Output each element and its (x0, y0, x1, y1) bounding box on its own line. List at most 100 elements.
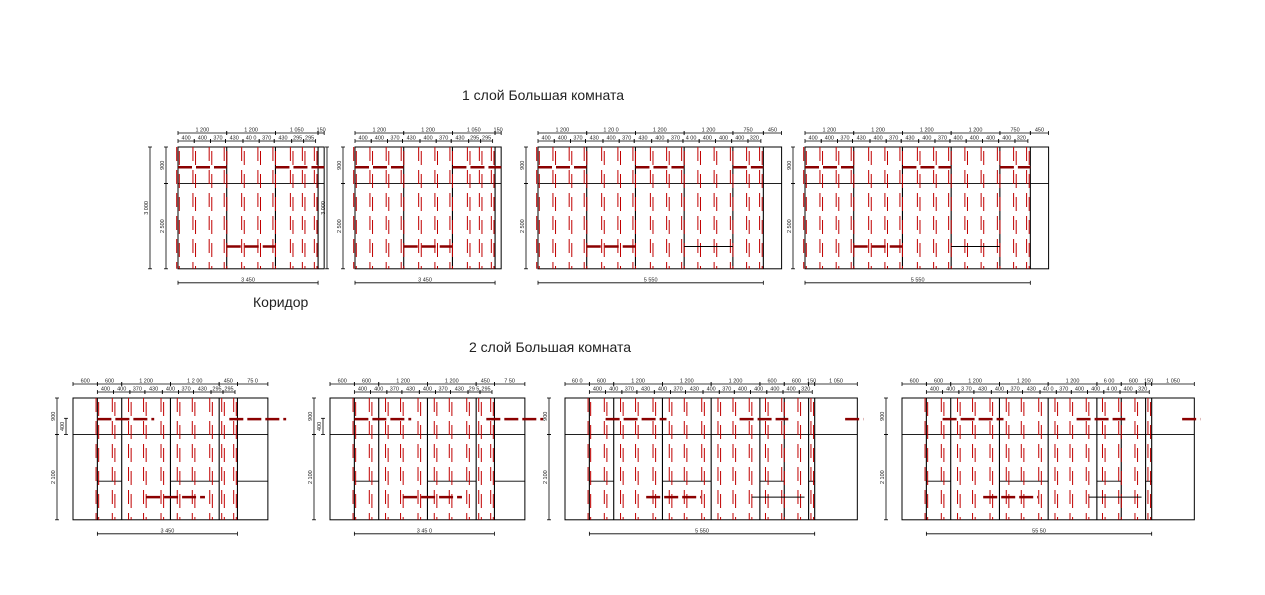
top-dimension-label: 1 050 (290, 128, 304, 134)
top-dimension-label: 450 (1035, 128, 1044, 134)
stud-spacing-dimension-label: 400 (1124, 387, 1133, 393)
stud-spacing-dimension-label: 370 (625, 387, 634, 393)
top-dimension-label: 600 (362, 379, 371, 385)
stud-spacing-dimension-label: 4 00 (686, 136, 697, 142)
panel-outline (804, 146, 1050, 270)
stud-spacing-dimension-label: 400 (1002, 136, 1011, 142)
stud-spacing-dimension-label: 430 (455, 387, 464, 393)
top-dimension-label: 1 200 (244, 128, 258, 134)
top-dimension-label: 450 (768, 128, 777, 134)
height-dimension-label: 900 (787, 161, 793, 170)
top-dimension-label: 1 200 (729, 379, 743, 385)
top-dimension-label: 1 200 (421, 128, 435, 134)
layer1-title: 1 слой Большая комната (462, 87, 625, 103)
height-dimension-label: 900 (543, 412, 549, 421)
top-dimension-label: 1 050 (467, 128, 481, 134)
top-dimension-label: 1 200 (969, 128, 983, 134)
stud-spacing-dimension-label: 370 (390, 136, 399, 142)
height-dimension-label: 2 100 (51, 470, 57, 484)
stud-spacing-dimension-label: 400 (655, 136, 664, 142)
stud-spacing-dimension-label: 400 (754, 387, 763, 393)
stud-spacing-dimension-label: 370 (390, 387, 399, 393)
top-dimension-label: 1 200 (920, 128, 934, 134)
stud-spacing-dimension-label: 400 (658, 387, 667, 393)
stud-spacing-dimension-label: 370 (213, 136, 222, 142)
top-dimension-label: 150 (1144, 379, 1153, 385)
stud-spacing-dimension-label: 400 (593, 387, 602, 393)
top-dimension-label: 1 200 (968, 379, 982, 385)
stud-spacing-dimension-label: 370 (840, 136, 849, 142)
stud-spacing-dimension-label: 430 (978, 387, 987, 393)
corridor-label: Коридор (253, 294, 309, 310)
stud-spacing-dimension-label: 430 (590, 136, 599, 142)
top-dimension-label: 1 200 (139, 379, 153, 385)
top-dimension-label: 1 200 (1017, 379, 1031, 385)
width-dimension-label: 3 450 (241, 277, 255, 283)
stud-spacing-dimension-label: 400 (986, 136, 995, 142)
top-dimension-label: 750 (1011, 128, 1020, 134)
top-dimension-label: 150 (317, 128, 326, 134)
top-dimension-label: 7 50 (504, 379, 515, 385)
stud-spacing-dimension-label: 430 (641, 387, 650, 393)
top-dimension-label: 450 (224, 379, 233, 385)
stud-spacing-dimension-label: 370 (438, 387, 447, 393)
stud-spacing-dimension-label: 370 (673, 387, 682, 393)
height-dimension-label: 900 (51, 412, 57, 421)
stud-spacing-dimension-label: 370 (439, 136, 448, 142)
top-dimension-label: 150 (494, 128, 503, 134)
stud-spacing-dimension-label: 3 70 (961, 387, 972, 393)
top-dimension-label: 1 200 (396, 379, 410, 385)
stud-spacing-dimension-label: 400 (198, 136, 207, 142)
top-dimension-label: 6 00 (1104, 379, 1115, 385)
stud-spacing-dimension-label: 320 (750, 136, 759, 142)
stud-spacing-dimension-label: 320 (1138, 387, 1147, 393)
inner-height-dimension-label: 400 (317, 422, 323, 431)
stud-spacing-dimension-label: 400 (117, 387, 126, 393)
top-dimension-label: 450 (481, 379, 490, 385)
top-dimension-label: 1 200 (445, 379, 459, 385)
stud-spacing-dimension-label: 430 (905, 136, 914, 142)
stud-spacing-dimension-label: 400 (953, 136, 962, 142)
top-dimension-label: 600 (934, 379, 943, 385)
stud-spacing-dimension-label: 400 (735, 136, 744, 142)
stud-spacing-dimension-label: 400 (930, 387, 939, 393)
total-height-dimension-label: 3 000 (321, 201, 327, 215)
top-dimension-label: 1 200 (372, 128, 386, 134)
width-dimension-label: 3 45 0 (417, 528, 432, 534)
stud-spacing-dimension-label: 430 (406, 387, 415, 393)
width-dimension-label: 3 450 (418, 277, 432, 283)
stud-spacing-dimension-label: 430 (230, 136, 239, 142)
height-dimension-label: 900 (160, 161, 166, 170)
stud-spacing-dimension-label: 295 (212, 387, 221, 393)
stud-spacing-dimension-label: 40 0 (1043, 387, 1054, 393)
top-dimension-label: 600 (792, 379, 801, 385)
stud-spacing-dimension-label: 295 (224, 387, 233, 393)
top-dimension-label: 1 200 (680, 379, 694, 385)
stud-spacing-dimension-label: 400 (182, 136, 191, 142)
stud-spacing-dimension-label: 370 (938, 136, 947, 142)
stud-spacing-dimension-label: 370 (1010, 387, 1019, 393)
panel-outline (537, 146, 783, 270)
stud-spacing-dimension-label: 400 (359, 136, 368, 142)
top-dimension-label: 1 200 (631, 379, 645, 385)
stud-spacing-dimension-label: 430 (198, 387, 207, 393)
stud-spacing-dimension-label: 400 (542, 136, 551, 142)
stud-spacing-dimension-label: 295 (293, 136, 302, 142)
width-dimension-label: 3 450 (161, 528, 175, 534)
stud-spacing-dimension-label: 400 (358, 387, 367, 393)
total-height-dimension-label: 3 000 (144, 201, 150, 215)
stud-spacing-dimension-label: 430 (690, 387, 699, 393)
height-dimension-label: 900 (520, 161, 526, 170)
top-dimension-label: 600 (767, 379, 776, 385)
width-dimension-label: 5 550 (911, 277, 925, 283)
width-dimension-label: 5 550 (695, 528, 709, 534)
stud-spacing-dimension-label: 400 (1075, 387, 1084, 393)
height-dimension-label: 2 100 (308, 470, 314, 484)
stud-spacing-dimension-label: 400 (719, 136, 728, 142)
top-dimension-label: 600 (597, 379, 606, 385)
stud-spacing-dimension-label: 370 (133, 387, 142, 393)
layer2-title: 2 слой Большая комната (469, 339, 632, 355)
top-dimension-label: 600 (338, 379, 347, 385)
stud-spacing-dimension-label: 400 (101, 387, 110, 393)
